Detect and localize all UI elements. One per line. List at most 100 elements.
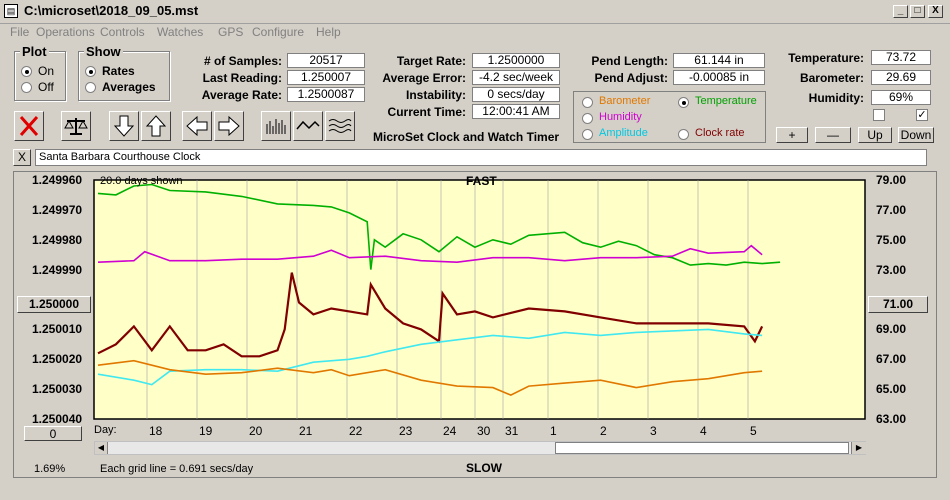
move-down-button[interactable]: [109, 111, 139, 141]
clock-rate-radio[interactable]: [678, 129, 689, 140]
target-rate-label: Target Rate:: [396, 54, 466, 68]
average-rate-label: Average Rate:: [201, 88, 282, 102]
left-axis-label: 1.249960: [32, 173, 83, 187]
plot-on-radio[interactable]: [21, 66, 32, 77]
left-center-button[interactable]: 1.250000: [17, 296, 91, 313]
show-rates-radio[interactable]: [85, 66, 96, 77]
wave-icon: [296, 120, 320, 130]
right-center-button[interactable]: 71.00: [868, 296, 928, 313]
show-averages-label: Averages: [102, 80, 156, 94]
x-tick-label: 24: [443, 424, 457, 438]
clear-button[interactable]: [14, 111, 44, 141]
amplitude-radio[interactable]: [582, 129, 593, 140]
multi-wave-button[interactable]: [325, 111, 355, 141]
bars-button[interactable]: [261, 111, 291, 141]
humidity-radio[interactable]: [582, 113, 593, 124]
menu-help[interactable]: Help: [316, 25, 341, 39]
minus-button[interactable]: —: [815, 127, 851, 143]
move-right-button[interactable]: [214, 111, 244, 141]
fast-label: FAST: [466, 174, 497, 188]
barometer-radio[interactable]: [582, 97, 593, 108]
close-button[interactable]: X: [928, 5, 943, 18]
humidity-field: 69%: [871, 90, 931, 105]
rate-chart: [93, 179, 866, 420]
last-reading-label: Last Reading:: [202, 71, 282, 85]
x-tick-label: 5: [750, 424, 757, 438]
left-zero-button[interactable]: 0: [24, 426, 82, 441]
menu-gps[interactable]: GPS: [218, 25, 244, 39]
samples-label: # of Samples:: [203, 54, 282, 68]
temperature-radio[interactable]: [678, 97, 689, 108]
left-axis-label: 1.250010: [32, 322, 83, 337]
menu-operations[interactable]: Operations: [36, 25, 95, 39]
menu-controls[interactable]: Controls: [100, 25, 145, 39]
sensor-selector: [573, 91, 766, 143]
maximize-button[interactable]: □: [910, 5, 925, 18]
plot-off-radio[interactable]: [21, 82, 32, 93]
clear-icon: [19, 116, 39, 136]
right-axis-label: 63.00: [876, 412, 907, 426]
arrow-down-icon: [113, 115, 135, 137]
up-button[interactable]: Up: [858, 127, 892, 143]
menu-file[interactable]: File: [10, 25, 30, 39]
x-tick-label: 31: [505, 424, 519, 438]
chart-panel: 20.0 days shown FAST SLOW Each grid line…: [13, 171, 937, 478]
description-close-button[interactable]: X: [13, 149, 31, 166]
pend-length-field[interactable]: 61.144 in: [673, 53, 765, 68]
temperature-series-line: [97, 183, 781, 270]
menu-bar: File Operations Controls Watches GPS Con…: [0, 23, 950, 41]
balance-button[interactable]: [61, 111, 91, 141]
humidity-label: Humidity:: [808, 91, 864, 105]
right-axis-label: 79.00: [876, 173, 907, 187]
right-axis-label: 67.00: [876, 352, 907, 367]
humidity-option-label: Humidity: [599, 111, 642, 123]
x-tick-label: 18: [149, 424, 163, 438]
scroll-left-arrow[interactable]: ◀: [95, 442, 108, 454]
arrow-up-icon: [145, 115, 167, 137]
bars-icon: [266, 119, 286, 134]
pend-adjust-field: -0.00085 in: [673, 70, 765, 85]
average-rate-field: 1.2500087: [287, 87, 365, 102]
x-tick-label: 22: [349, 424, 363, 438]
slow-label: SLOW: [466, 461, 502, 475]
right-axis-label: 73.00: [876, 262, 907, 277]
x-tick-label: 30: [477, 424, 491, 438]
menu-watches[interactable]: Watches: [157, 25, 204, 39]
move-left-button[interactable]: [182, 111, 212, 141]
env-checkbox-1[interactable]: [873, 109, 885, 121]
x-tick-label: 19: [199, 424, 213, 438]
move-up-button[interactable]: [141, 111, 171, 141]
menu-configure[interactable]: Configure: [252, 25, 305, 39]
scroll-thumb[interactable]: [555, 442, 849, 454]
days-shown-label: 20.0 days shown: [100, 175, 183, 187]
instability-label: Instability:: [405, 88, 466, 102]
window-title: C:\microset\2018_09_05.mst: [24, 3, 199, 18]
barometer-field: 29.69: [871, 70, 931, 85]
wave-button[interactable]: [293, 111, 323, 141]
plot-on-label: On: [38, 64, 55, 78]
multi-wave-icon: [328, 119, 352, 133]
instability-field: 0 secs/day: [472, 87, 560, 102]
env-checkbox-2[interactable]: ✓: [916, 109, 928, 121]
current-time-label: Current Time:: [387, 105, 466, 119]
average-error-label: Average Error:: [382, 71, 466, 85]
left-axis-label: 1.249990: [32, 262, 83, 277]
x-tick-label: 21: [299, 424, 313, 438]
right-axis-label: 75.00: [876, 232, 907, 247]
scroll-right-arrow[interactable]: ▶: [851, 442, 866, 454]
x-tick-label: 2: [600, 424, 607, 438]
plot-off-label: Off: [38, 80, 54, 94]
pend-length-label: Pend Length:: [591, 54, 668, 68]
plot-group-title: Plot: [20, 44, 49, 59]
left-axis-label: 1.249980: [32, 232, 83, 247]
minimize-button[interactable]: _: [893, 5, 908, 18]
humidity-series-line: [97, 244, 763, 264]
down-button[interactable]: Down: [898, 127, 934, 143]
amplitude-series-line: [97, 328, 763, 386]
description-input[interactable]: Santa Barbara Courthouse Clock: [35, 149, 927, 166]
show-averages-radio[interactable]: [85, 82, 96, 93]
chart-scrollbar[interactable]: ◀ ▶: [94, 441, 866, 455]
plus-button[interactable]: +: [776, 127, 808, 143]
target-rate-field[interactable]: 1.2500000: [472, 53, 560, 68]
show-group: [78, 51, 170, 101]
